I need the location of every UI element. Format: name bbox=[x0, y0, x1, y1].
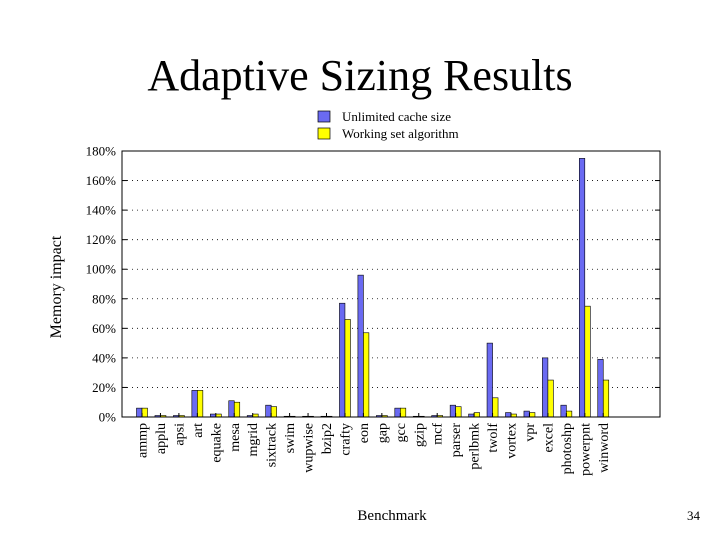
bar-working-set bbox=[547, 379, 554, 418]
y-tick-label: 140% bbox=[86, 203, 117, 218]
x-tick-label: applu bbox=[154, 423, 169, 454]
bar-unlimited bbox=[578, 158, 586, 418]
bar-unlimited bbox=[597, 359, 604, 418]
bar-working-set bbox=[455, 406, 462, 418]
x-tick-label: gap bbox=[375, 423, 390, 443]
x-tick-label: powerpnt bbox=[578, 423, 593, 476]
bar-unlimited bbox=[191, 390, 198, 418]
bar-working-set bbox=[602, 379, 610, 418]
x-tick-label: bzip2 bbox=[320, 423, 335, 454]
x-tick-label: crafty bbox=[338, 423, 353, 456]
x-tick-label: vortex bbox=[505, 423, 520, 459]
legend: Unlimited cache size Working set algorith… bbox=[317, 109, 459, 141]
legend-label-working-set: Working set algorithm bbox=[342, 126, 459, 141]
x-tick-label: gcc bbox=[394, 423, 409, 442]
bar-unlimited bbox=[449, 404, 456, 418]
legend-swatch-working-set bbox=[317, 127, 331, 140]
bar-working-set bbox=[197, 390, 204, 418]
bar-working-set bbox=[492, 397, 499, 418]
x-tick-label: parser bbox=[449, 423, 464, 458]
axis-ticks: 0%20%40%60%80%100%120%140%160%180%ammp ap… bbox=[86, 144, 660, 476]
y-tick-label: 0% bbox=[99, 410, 117, 425]
bar-working-set bbox=[473, 412, 480, 418]
y-tick-label: 100% bbox=[86, 262, 117, 277]
x-tick-label: wupwise bbox=[302, 423, 317, 473]
bar-working-set bbox=[584, 305, 591, 418]
x-tick-label: swim bbox=[283, 423, 298, 453]
x-tick-label: mcf bbox=[431, 423, 446, 445]
y-tick-label: 80% bbox=[92, 291, 116, 306]
x-tick-label: excel bbox=[541, 423, 556, 453]
x-tick-label: twolf bbox=[486, 423, 501, 453]
bars bbox=[136, 158, 610, 418]
bar-unlimited bbox=[339, 302, 346, 418]
plot-frame bbox=[121, 150, 661, 418]
x-tick-label: vpr bbox=[523, 423, 538, 442]
bar-unlimited bbox=[357, 274, 364, 418]
bar-working-set bbox=[566, 410, 573, 418]
x-tick-label: apsi bbox=[172, 423, 187, 446]
bar-unlimited bbox=[523, 410, 530, 418]
x-tick-label: ammp bbox=[136, 423, 151, 458]
bar-working-set bbox=[529, 412, 536, 418]
x-tick-label: perlbmk bbox=[468, 423, 483, 470]
page-number: 34 bbox=[687, 508, 700, 523]
x-tick-label: winword bbox=[597, 423, 612, 473]
bar-working-set bbox=[233, 401, 241, 418]
x-tick-label: art bbox=[191, 423, 206, 438]
y-axis-label: Memory impact bbox=[48, 235, 65, 338]
bar-working-set bbox=[270, 406, 277, 418]
bar-unlimited bbox=[228, 400, 235, 418]
y-tick-label: 60% bbox=[92, 321, 116, 336]
y-tick-label: 40% bbox=[92, 350, 116, 365]
bar-unlimited bbox=[394, 407, 401, 418]
bar-working-set bbox=[363, 332, 370, 418]
bar-unlimited bbox=[136, 407, 143, 418]
x-tick-label: gzip bbox=[412, 423, 427, 447]
bar-working-set bbox=[141, 407, 148, 418]
x-tick-label: mgrid bbox=[246, 423, 261, 456]
legend-label-unlimited: Unlimited cache size bbox=[342, 109, 451, 124]
y-tick-label: 160% bbox=[86, 173, 117, 188]
x-axis-label: Benchmark bbox=[357, 508, 427, 524]
bar-unlimited bbox=[560, 404, 567, 418]
bar-working-set bbox=[399, 407, 407, 418]
bar-working-set bbox=[344, 319, 351, 418]
slide-title: Adaptive Sizing Results bbox=[147, 51, 573, 100]
x-tick-label: equake bbox=[209, 423, 224, 463]
legend-swatch-unlimited bbox=[317, 110, 331, 123]
x-tick-label: photoshp bbox=[560, 423, 575, 474]
x-tick-label: eon bbox=[357, 423, 372, 443]
y-tick-label: 20% bbox=[92, 380, 116, 395]
bar-unlimited bbox=[486, 342, 493, 418]
bar-unlimited bbox=[265, 404, 272, 418]
bar-unlimited bbox=[542, 357, 549, 418]
x-tick-label: sixtrack bbox=[265, 423, 280, 467]
x-tick-label: mesa bbox=[228, 422, 243, 452]
y-tick-label: 180% bbox=[86, 144, 117, 159]
y-tick-label: 120% bbox=[86, 232, 117, 247]
bar-unlimited bbox=[505, 412, 512, 418]
